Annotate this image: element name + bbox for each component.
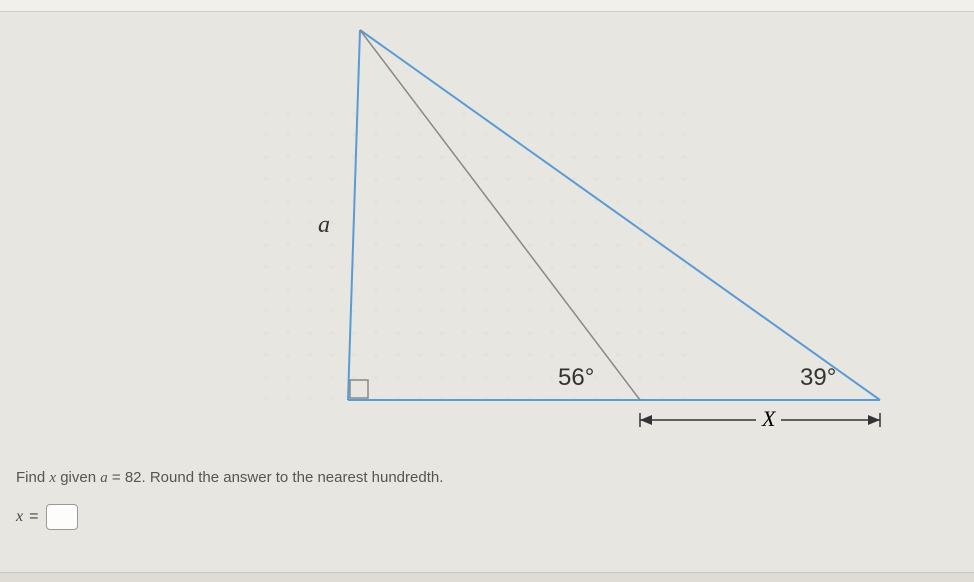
triangle-diagram: a 56° 39° X <box>280 22 900 452</box>
answer-input[interactable] <box>46 504 78 530</box>
answer-equals: = <box>29 508 38 526</box>
q-var-a: a <box>100 470 108 486</box>
answer-variable: x <box>16 508 23 526</box>
triangle-hypotenuse <box>360 30 880 400</box>
bottom-border-bar <box>0 572 974 582</box>
angle-label-39: 39° <box>800 364 836 392</box>
triangle-left-side <box>348 30 360 400</box>
q-rest: = 82. Round the answer to the nearest hu… <box>108 469 444 486</box>
q-mid: given <box>56 469 100 486</box>
q-prefix: Find <box>16 469 49 486</box>
x-left-arrowhead <box>640 415 652 425</box>
question-text: Find x given a = 82. Round the answer to… <box>16 469 443 487</box>
answer-row: x = <box>16 504 78 530</box>
right-angle-marker <box>350 380 368 398</box>
angle-label-56: 56° <box>558 364 594 392</box>
content-area: a 56° 39° X Find x given a = 82. Round t… <box>0 12 974 542</box>
inner-cevian-line <box>360 30 640 400</box>
segment-label-x: X <box>756 406 781 432</box>
side-label-a: a <box>318 212 330 239</box>
x-right-arrowhead <box>868 415 880 425</box>
top-border-bar <box>0 0 974 12</box>
